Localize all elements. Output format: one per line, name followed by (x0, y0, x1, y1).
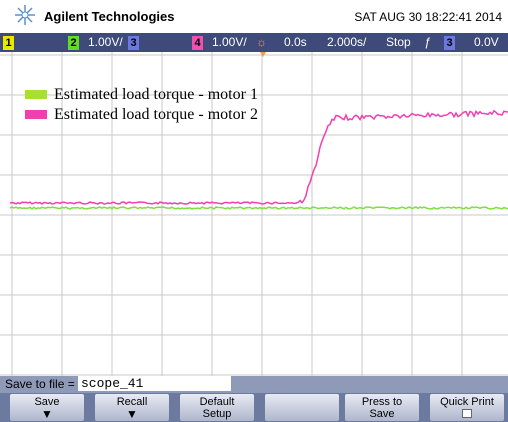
softkey-blank[interactable] (265, 394, 339, 421)
softkey-label: Quick Print (440, 396, 494, 408)
status-bar: 1 2 1.00V/ 3 4 1.00V/ ☼ 0.0s 2.000s/ Sto… (0, 33, 508, 52)
save-bar: Save to file = scope_41 (0, 376, 508, 393)
trigger-icon: ☼ (256, 35, 267, 49)
edge-icon: ƒ (424, 35, 431, 49)
trigger-level: 0.0V (474, 35, 499, 49)
logo (15, 5, 35, 25)
softkey-label: Default Setup (199, 396, 235, 420)
arrow: ▼ (41, 407, 53, 421)
softkey-save[interactable]: Save ▼ (10, 394, 84, 421)
ch4-scale: 1.00V/ (212, 35, 247, 49)
trigger-source: 3 (444, 36, 455, 50)
softkey-label: Recall (116, 396, 148, 408)
ch4-box: 4 (192, 36, 203, 50)
brand: Agilent Technologies (44, 9, 175, 24)
run-state: Stop (386, 35, 411, 49)
trace-motor-2 (9, 109, 508, 205)
softkey-recall[interactable]: Recall ▼ (95, 394, 169, 421)
softkey-label: Save (34, 396, 60, 408)
ch3-box: 3 (128, 36, 139, 50)
timebase: 2.000s/ (327, 35, 367, 49)
legend-label-1: Estimated load torque - motor 1 (54, 86, 258, 103)
softkey-quick-print[interactable]: Quick Print (430, 394, 504, 421)
delay: 0.0s (284, 35, 307, 49)
legend-label-2: Estimated load torque - motor 2 (54, 106, 258, 123)
legend-swatch-2 (25, 110, 47, 119)
softkey-press-to-save[interactable]: Press to Save (345, 394, 419, 421)
arrow: ▼ (126, 407, 138, 421)
softkey-default-setup[interactable]: Default Setup (180, 394, 254, 421)
ch1-box: 1 (3, 36, 14, 50)
header: Agilent Technologies SAT AUG 30 18:22:41… (0, 0, 508, 32)
legend-swatch-1 (25, 90, 47, 99)
waveform-display: Estimated load torque - motor 1 Estimate… (0, 52, 508, 376)
trace-motor-1 (9, 206, 508, 210)
softkey-bar: Save ▼ Recall ▼ Default Setup Press to Sav… (0, 393, 508, 422)
trigger-marker (260, 52, 266, 57)
save-label: Save to file = (5, 377, 75, 391)
softkey-label: Press to Save (361, 396, 403, 420)
datetime: SAT AUG 30 18:22:41 2014 (354, 10, 502, 24)
ch2-scale: 1.00V/ (88, 35, 123, 49)
checkbox (462, 409, 472, 418)
filename-field[interactable]: scope_41 (78, 376, 231, 391)
ch2-box: 2 (68, 36, 79, 50)
